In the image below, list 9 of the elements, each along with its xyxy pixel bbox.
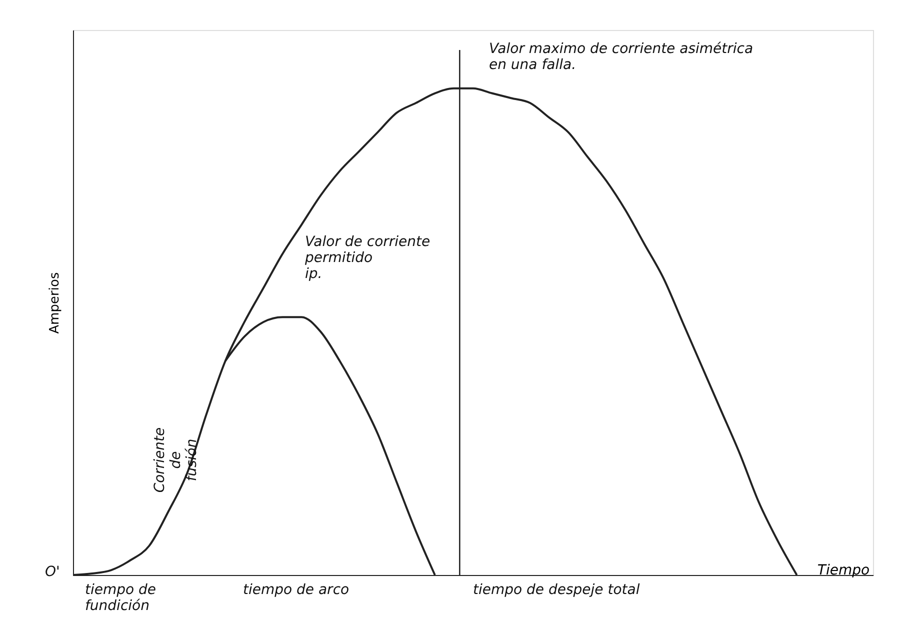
text: Valor maximo de corriente asimétrica en una falla. <box>489 41 754 73</box>
text: tiempo de arco <box>243 582 350 598</box>
text: tiempo de fundición <box>85 582 156 614</box>
text: tiempo de despeje total <box>473 582 640 598</box>
annotation: Valor de corriente permitido ip. <box>304 234 430 282</box>
annotation: Corriente de fusión <box>152 427 200 493</box>
x-axis-title: Tiempo <box>817 562 870 578</box>
text: O' <box>45 564 60 580</box>
y-axis-title: Amperios <box>48 272 62 334</box>
